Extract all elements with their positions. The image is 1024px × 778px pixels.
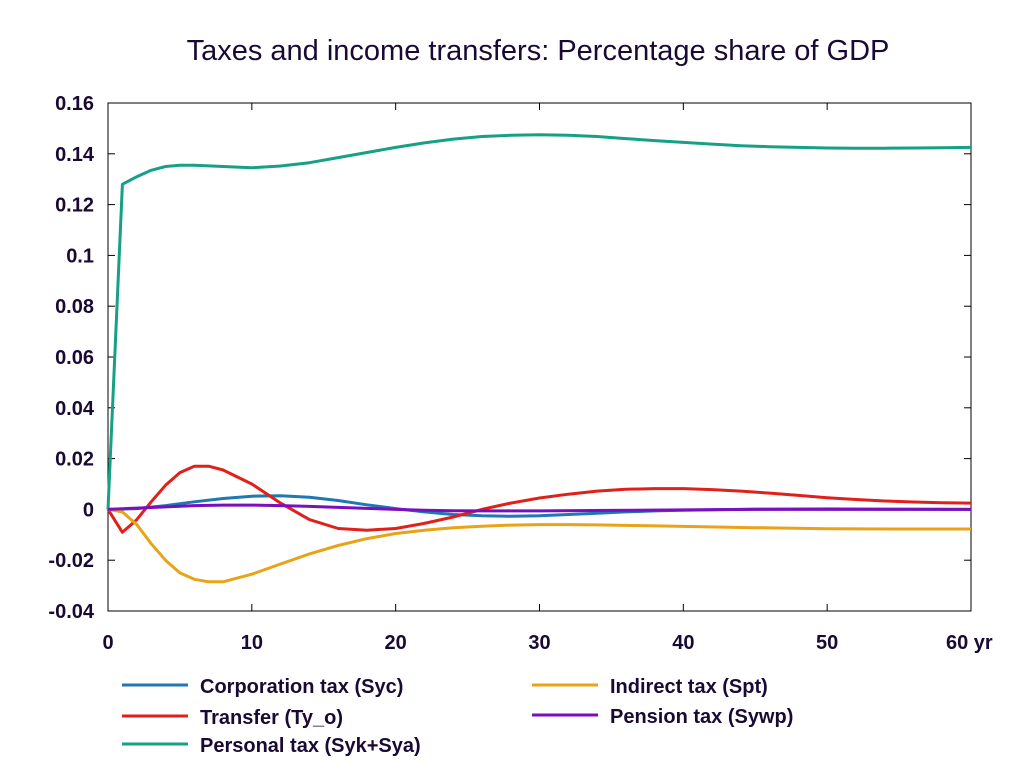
y-tick-label: 0 bbox=[83, 499, 94, 521]
y-tick-label: 0.06 bbox=[55, 347, 94, 369]
y-tick-label: 0.04 bbox=[55, 398, 95, 420]
x-tick-label: 60 yr bbox=[946, 632, 993, 654]
y-tick-label: 0.02 bbox=[55, 449, 94, 471]
y-tick-label: 0.1 bbox=[66, 245, 94, 267]
y-tick-label: -0.02 bbox=[48, 550, 94, 572]
legend-label: Personal tax (Syk+Sya) bbox=[200, 735, 421, 757]
y-tick-label: 0.12 bbox=[55, 195, 94, 217]
series-line-2 bbox=[106, 133, 972, 510]
legend-label: Indirect tax (Spt) bbox=[610, 676, 768, 698]
y-tick-label: 0.08 bbox=[55, 296, 94, 318]
axis-ticks: -0.04 -0.02 0 0.02 0.04 0.06 0.08 0.1 0.12 0.14 0.… bbox=[48, 93, 993, 654]
legend-label: Pension tax (Sywp) bbox=[610, 706, 793, 728]
series-lines bbox=[106, 133, 972, 584]
x-tick-label: 20 bbox=[385, 632, 407, 654]
y-tick-label: 0.14 bbox=[55, 144, 95, 166]
x-tick-label: 10 bbox=[241, 632, 263, 654]
y-tick-label: -0.04 bbox=[48, 601, 94, 623]
y-tick-label: 0.16 bbox=[55, 93, 94, 115]
legend-label: Transfer (Ty_o) bbox=[200, 707, 343, 729]
chart-title: Taxes and income transfers: Percentage s… bbox=[187, 35, 890, 67]
legend-label: Corporation tax (Syc) bbox=[200, 676, 403, 698]
x-tick-label: 40 bbox=[672, 632, 694, 654]
series-line-1 bbox=[106, 464, 972, 534]
x-tick-label: 50 bbox=[816, 632, 838, 654]
legend: Corporation tax (Syc) Transfer (Ty_o) Pers… bbox=[122, 676, 793, 757]
x-tick-label: 0 bbox=[102, 632, 113, 654]
series-line-3 bbox=[107, 507, 971, 584]
plot-frame bbox=[107, 102, 972, 612]
x-tick-label: 30 bbox=[528, 632, 550, 654]
series-line-4 bbox=[107, 503, 971, 513]
